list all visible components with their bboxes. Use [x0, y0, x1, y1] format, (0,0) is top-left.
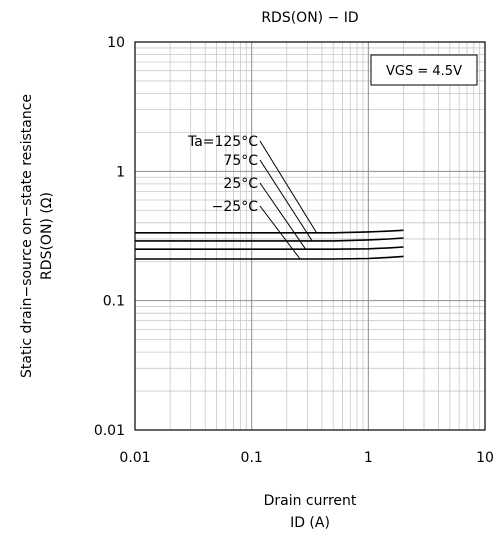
y-tick-label: 0.01 [94, 423, 125, 439]
series-label-2: 25°C [223, 176, 258, 192]
leader-lines [259, 140, 317, 260]
minor-grid [135, 42, 485, 430]
y-tick-label: 0.1 [103, 294, 125, 310]
condition-box-text: VGS = 4.5V [386, 64, 462, 79]
series-label-1: 75°C [223, 153, 258, 169]
series-line-2 [135, 246, 404, 250]
x-axis-label-line2: ID (A) [290, 515, 330, 531]
x-tick-label: 10 [476, 450, 494, 466]
y-axis-label-line2: RDS(ON) (Ω) [39, 192, 55, 280]
series-label-0: Ta=125°C [187, 134, 258, 150]
series-line-1 [135, 237, 404, 242]
leader-line-3 [259, 205, 301, 260]
x-tick-label: 1 [364, 450, 373, 466]
y-tick-label: 10 [107, 35, 125, 51]
x-axis-label-line1: Drain current [264, 493, 357, 509]
x-tick-label: 0.1 [241, 450, 263, 466]
series-label-3: −25°C [212, 199, 259, 215]
series-layer [135, 229, 404, 260]
major-grid [135, 42, 485, 430]
series-line-0 [135, 229, 404, 234]
leader-line-2 [259, 182, 307, 250]
chart-title: RDS(ON) − ID [261, 10, 358, 26]
y-tick-label: 1 [116, 164, 125, 180]
x-tick-label: 0.01 [119, 450, 150, 466]
condition-box-frame [370, 54, 478, 86]
plot-area-frame [134, 41, 486, 431]
series-line-3 [135, 255, 404, 260]
leader-line-0 [259, 140, 317, 234]
series-labels: Ta=125°C 75°C 25°C −25°C [187, 134, 258, 215]
y-axis-label-line1: Static drain−source on−state resistance [19, 94, 35, 378]
tick-labels: 0.01 0.1 1 10 0.01 0.1 1 10 [94, 35, 494, 466]
condition-box: VGS = 4.5V [370, 54, 478, 86]
leader-line-1 [259, 159, 313, 242]
